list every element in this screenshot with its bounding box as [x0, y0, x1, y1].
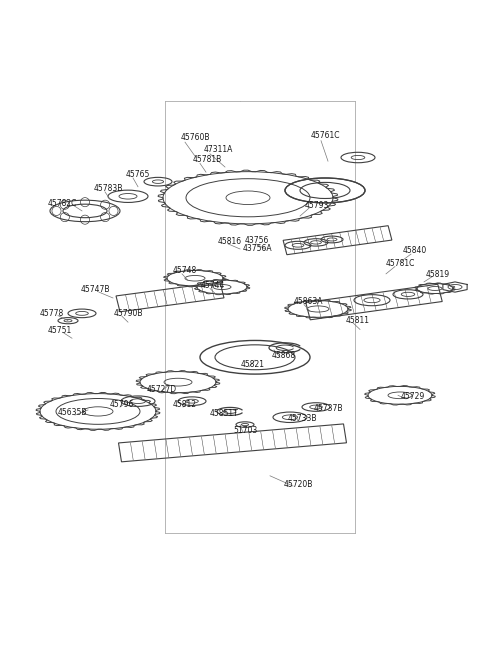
Text: 45748: 45748	[173, 266, 197, 276]
Text: 45778: 45778	[40, 309, 64, 318]
Text: 45729: 45729	[401, 392, 425, 401]
Text: 45796: 45796	[110, 400, 134, 409]
Text: 45744: 45744	[201, 281, 225, 290]
Text: 45635B: 45635B	[57, 409, 87, 417]
Text: 45816: 45816	[218, 237, 242, 246]
Text: 45720B: 45720B	[283, 480, 312, 489]
Text: 45781C: 45781C	[385, 259, 415, 268]
Text: 45793: 45793	[305, 201, 329, 209]
Text: 45868: 45868	[272, 350, 296, 359]
Text: 45733B: 45733B	[287, 414, 317, 423]
Text: 45851T: 45851T	[210, 409, 239, 418]
Text: 45790B: 45790B	[113, 309, 143, 318]
Text: 45811: 45811	[346, 316, 370, 325]
Text: 45863A: 45863A	[293, 297, 323, 306]
Text: 45781B: 45781B	[192, 155, 222, 164]
Text: 45819: 45819	[426, 270, 450, 279]
Text: 47311A: 47311A	[204, 145, 233, 154]
Text: 45812: 45812	[173, 400, 197, 409]
Text: 45783B: 45783B	[93, 184, 123, 194]
Text: 45727D: 45727D	[147, 385, 177, 394]
Text: 45747B: 45747B	[80, 285, 110, 294]
Text: 45760B: 45760B	[180, 133, 210, 142]
Text: 45782C: 45782C	[48, 199, 77, 208]
Text: 45737B: 45737B	[313, 404, 343, 413]
Text: 43756: 43756	[245, 236, 269, 245]
Text: 45840: 45840	[403, 246, 427, 255]
Text: 45751: 45751	[48, 327, 72, 335]
Text: 43756A: 43756A	[242, 245, 272, 253]
Text: 45761C: 45761C	[310, 131, 340, 140]
Ellipse shape	[285, 178, 365, 203]
Text: 45821: 45821	[241, 360, 265, 369]
Text: 51703: 51703	[233, 426, 257, 435]
Text: 45765: 45765	[126, 170, 150, 179]
